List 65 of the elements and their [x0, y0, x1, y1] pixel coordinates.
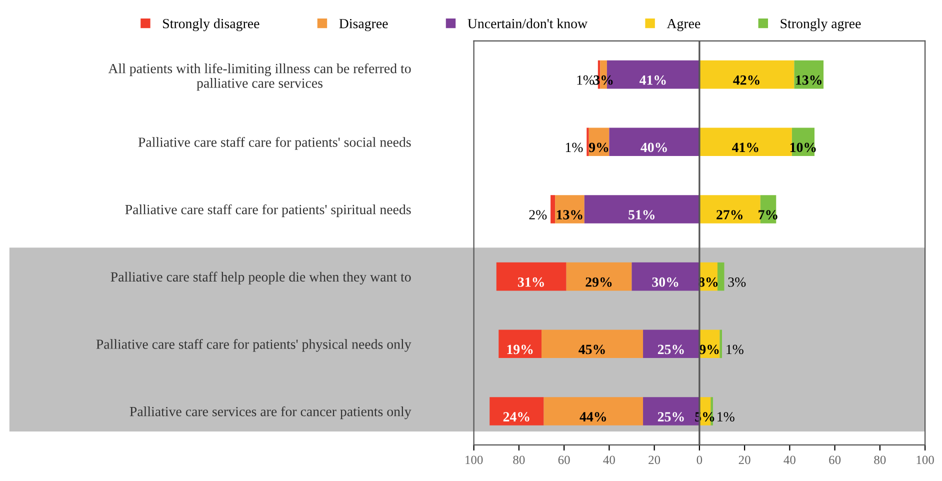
x-tick-label: 40	[603, 456, 615, 464]
x-tick-label: 60	[558, 456, 570, 464]
data-label: 3%	[594, 75, 613, 85]
bar	[498, 330, 542, 358]
bar	[717, 262, 724, 291]
x-tick-label: 100	[916, 456, 934, 464]
y-tick-label: Palliative care staff care for patients' spiritual needs	[125, 204, 411, 218]
bar	[643, 330, 700, 358]
data-label: 1%	[726, 344, 744, 354]
data-label: 29%	[586, 277, 612, 287]
data-label: 30%	[652, 277, 678, 287]
data-label: 40%	[640, 142, 667, 152]
x-tick-label: 80	[874, 456, 886, 464]
data-label: 44%	[580, 412, 606, 422]
bar	[699, 195, 760, 224]
bar	[550, 195, 556, 224]
x-tick-label: 100	[466, 456, 483, 464]
bar	[555, 195, 584, 224]
data-label: 41%	[732, 142, 758, 152]
data-label: 45%	[578, 344, 605, 354]
x-tick-label: 60	[829, 456, 841, 464]
y-tick-label: Palliative care staff care for patients' physical needs only	[96, 339, 412, 352]
bar	[542, 330, 644, 358]
y-tick-label: Palliative care services are for cancer patients only	[130, 406, 412, 420]
bar	[794, 60, 824, 89]
bar	[566, 262, 632, 291]
x-tick-label: 80	[513, 456, 525, 464]
bar	[699, 60, 794, 89]
x-tick-label: 20	[648, 456, 660, 464]
data-label: 1%	[566, 142, 583, 152]
x-tick-label: 0	[696, 456, 702, 464]
data-label: 19%	[507, 344, 533, 354]
data-label: 24%	[503, 412, 530, 422]
bar	[609, 128, 700, 156]
data-label: 42%	[733, 75, 760, 85]
data-label: 41%	[639, 75, 666, 85]
data-label: 9%	[700, 344, 719, 354]
data-label: 3%	[728, 277, 746, 287]
y-tick-label: All patients with life-limiting illness can be referred to palliative care services	[108, 63, 411, 91]
data-label: 9%	[589, 142, 608, 152]
data-label: 1%	[718, 412, 734, 422]
data-label: 25%	[658, 412, 684, 422]
y-tick-label: Palliative care staff care for patients' social needs	[138, 137, 411, 150]
data-label: 27%	[716, 210, 742, 220]
bar	[490, 397, 544, 426]
x-tick-label: 20	[738, 456, 750, 464]
data-label: 1%	[577, 75, 594, 85]
data-label: 2%	[529, 210, 547, 220]
legend-label: Agree	[666, 18, 700, 32]
x-tick-label: 40	[784, 456, 796, 464]
legend-label: Strongly agree	[780, 18, 861, 32]
data-label: 25%	[658, 344, 684, 354]
bar	[544, 397, 644, 426]
bar	[496, 262, 566, 291]
data-label: 51%	[628, 210, 654, 220]
legend-label: Uncertain/don't know	[468, 18, 588, 28]
bar	[632, 262, 700, 291]
y-tick-label: Palliative care staff help people die when they want to	[110, 272, 411, 284]
data-label: 13%	[556, 210, 582, 220]
bar	[584, 195, 700, 224]
legend-label: Disagree	[339, 18, 388, 32]
legend-label: Strongly disagree	[163, 18, 260, 32]
bar	[699, 128, 792, 156]
data-label: 13%	[796, 75, 822, 85]
data-label: 31%	[518, 277, 544, 287]
